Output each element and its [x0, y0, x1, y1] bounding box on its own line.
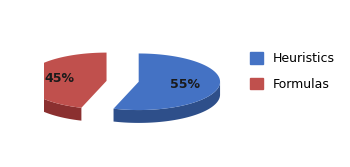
Text: 45%: 45% — [45, 72, 75, 85]
Polygon shape — [25, 53, 106, 108]
Polygon shape — [113, 53, 220, 110]
Legend: Heuristics, Formulas: Heuristics, Formulas — [245, 47, 340, 96]
Polygon shape — [113, 82, 220, 123]
Text: 55%: 55% — [170, 78, 200, 91]
Polygon shape — [25, 81, 82, 121]
